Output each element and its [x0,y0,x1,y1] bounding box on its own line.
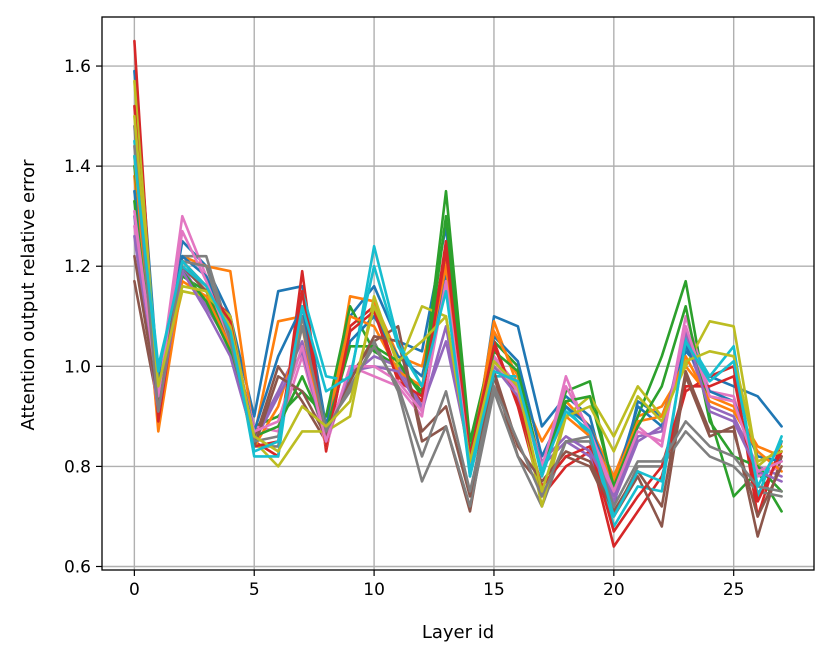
x-axis-label: Layer id [422,622,494,643]
y-tick-label: 1.4 [64,157,91,177]
y-axis-label: Attention output relative error [18,159,39,431]
series-lines [133,39,783,548]
x-tick-label: 15 [483,580,505,600]
y-tick-label: 0.8 [64,457,91,477]
y-tick-label: 1.2 [64,257,91,277]
x-tick-label: 0 [129,580,140,600]
y-axis-ticks: 0.6 0.8 1.0 1.2 1.4 1.6 [64,57,102,577]
x-tick-label: 5 [249,580,260,600]
x-tick-label: 20 [603,580,625,600]
x-tick-label: 10 [363,580,385,600]
y-tick-label: 1.6 [64,57,91,77]
y-tick-label: 0.6 [64,557,91,577]
y-tick-label: 1.0 [64,357,91,377]
x-tick-label: 25 [723,580,745,600]
plot-frame [101,16,815,571]
series-line-20 [133,154,783,518]
x-axis-ticks: 0 5 10 15 20 25 [129,570,745,600]
